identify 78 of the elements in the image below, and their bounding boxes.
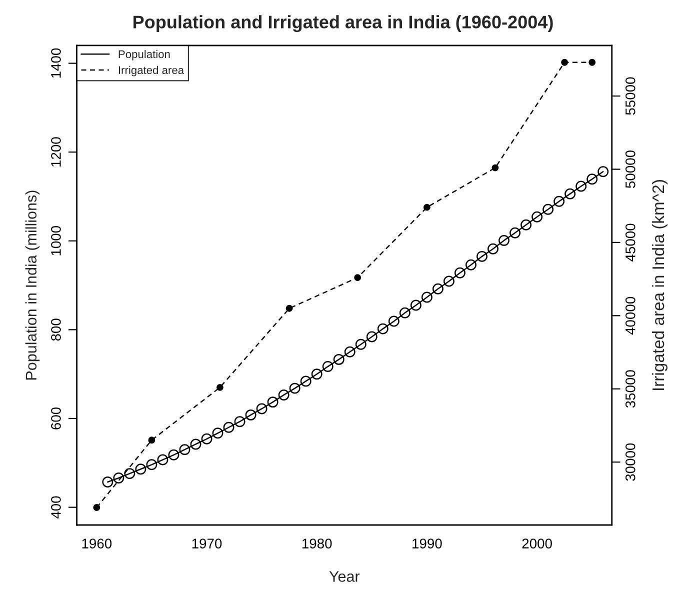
point: [354, 274, 362, 282]
point: [388, 316, 400, 327]
y-tick-label: 1400: [51, 48, 61, 78]
chart-title: Population and Irrigated area in India (1960-2004): [134, 15, 553, 32]
y2-tick-label: 30000: [625, 443, 636, 481]
x-tick-label: 1960: [82, 538, 112, 548]
point: [466, 259, 476, 270]
point: [102, 476, 114, 488]
point: [561, 58, 568, 66]
x-tick-label: 1990: [412, 538, 442, 548]
point: [432, 283, 444, 294]
point: [256, 403, 268, 414]
point: [510, 227, 521, 238]
y-tick-label: 800: [51, 318, 61, 341]
point: [377, 323, 388, 334]
point: [322, 361, 334, 372]
y-tick-label: 600: [51, 407, 61, 430]
y2-tick-label: 50000: [625, 150, 636, 188]
legend-label: Irrigated area: [118, 66, 184, 76]
point: [201, 433, 212, 444]
point: [157, 454, 168, 466]
point: [148, 436, 156, 444]
point: [421, 292, 432, 303]
point: [588, 58, 596, 66]
point: [399, 307, 410, 318]
point: [488, 243, 498, 254]
point: [234, 416, 246, 428]
point: [286, 304, 293, 312]
point: [93, 504, 100, 511]
point: [576, 180, 587, 192]
point: [135, 464, 146, 475]
point: [245, 409, 256, 420]
point: [190, 438, 202, 450]
point: [223, 422, 234, 433]
point: [289, 382, 300, 394]
point: [542, 204, 554, 215]
x-tick-label: 1970: [192, 538, 222, 548]
point: [454, 267, 466, 278]
point: [492, 164, 499, 172]
point: [168, 449, 180, 460]
y2-tick-label: 35000: [625, 370, 636, 408]
point: [344, 346, 356, 358]
point: [366, 331, 378, 342]
legend-label: Population: [118, 50, 170, 60]
point: [586, 174, 598, 185]
x-axis-title: Year: [329, 571, 360, 582]
y2-axis-title: Irrigated area in India (km^2): [652, 180, 668, 390]
y-tick-label: 1200: [51, 137, 61, 166]
y2-tick-label: 45000: [625, 224, 636, 262]
point: [124, 468, 136, 480]
y-tick-label: 1000: [51, 226, 61, 256]
y-tick-label: 400: [51, 496, 61, 519]
point: [564, 188, 576, 200]
point: [212, 428, 224, 439]
point: [146, 459, 158, 470]
y-axis-title: Population in India (millions): [25, 190, 40, 380]
point: [598, 166, 609, 178]
point: [333, 354, 344, 365]
point: [554, 196, 565, 207]
x-tick-label: 2000: [522, 538, 552, 548]
point: [216, 384, 224, 391]
point: [267, 396, 278, 408]
point: [278, 389, 290, 400]
y2-tick-label: 40000: [625, 296, 636, 335]
point: [410, 300, 422, 311]
point: [311, 368, 322, 380]
point: [423, 204, 430, 211]
point: [355, 338, 366, 350]
point: [300, 376, 312, 387]
point: [179, 444, 190, 456]
point: [532, 211, 543, 222]
point: [520, 219, 532, 230]
point: [443, 276, 454, 287]
point: [476, 250, 488, 262]
point: [113, 472, 124, 484]
point: [498, 234, 510, 246]
x-tick-label: 1980: [302, 538, 332, 548]
y2-tick-label: 55000: [625, 77, 636, 115]
